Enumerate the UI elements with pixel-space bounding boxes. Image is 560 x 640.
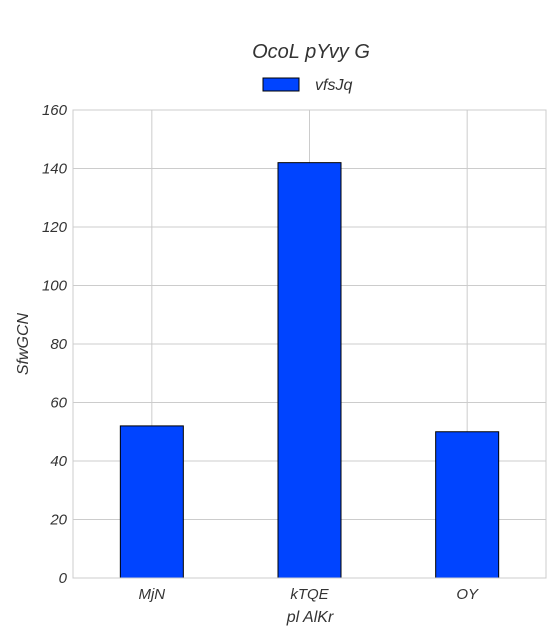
bar-OY [435, 431, 500, 579]
bar-MjN [119, 425, 184, 579]
y-tick-label: 60 [50, 395, 67, 412]
y-tick-label: 140 [42, 161, 68, 178]
legend-swatch [262, 77, 300, 92]
x-tick-label: kTQE [290, 586, 329, 603]
x-axis-label: pl AlKr [286, 609, 334, 626]
x-tick-label: MjN [138, 586, 165, 603]
y-tick-label: 100 [42, 278, 68, 295]
y-tick-label: 20 [49, 512, 67, 529]
legend: vfsJq [262, 77, 352, 94]
chart-title: OcoL pYvy G [252, 41, 370, 63]
legend-label: vfsJq [315, 77, 352, 94]
y-axis-label: SfwGCN [15, 312, 32, 375]
plot-frame [72, 109, 547, 579]
y-tick-label: 80 [50, 336, 67, 353]
bars [119, 162, 500, 579]
y-tick-label: 160 [42, 102, 68, 119]
x-tick-label: OY [456, 586, 479, 603]
y-tick-label: 40 [50, 453, 67, 470]
y-ticks: 0 20 40 60 80 100 120 140 160 [42, 102, 68, 587]
bar-kTQE [277, 162, 342, 579]
y-tick-label: 120 [42, 219, 68, 236]
x-ticks: MjN kTQE OY [138, 586, 478, 603]
y-tick-label: 0 [59, 570, 68, 587]
